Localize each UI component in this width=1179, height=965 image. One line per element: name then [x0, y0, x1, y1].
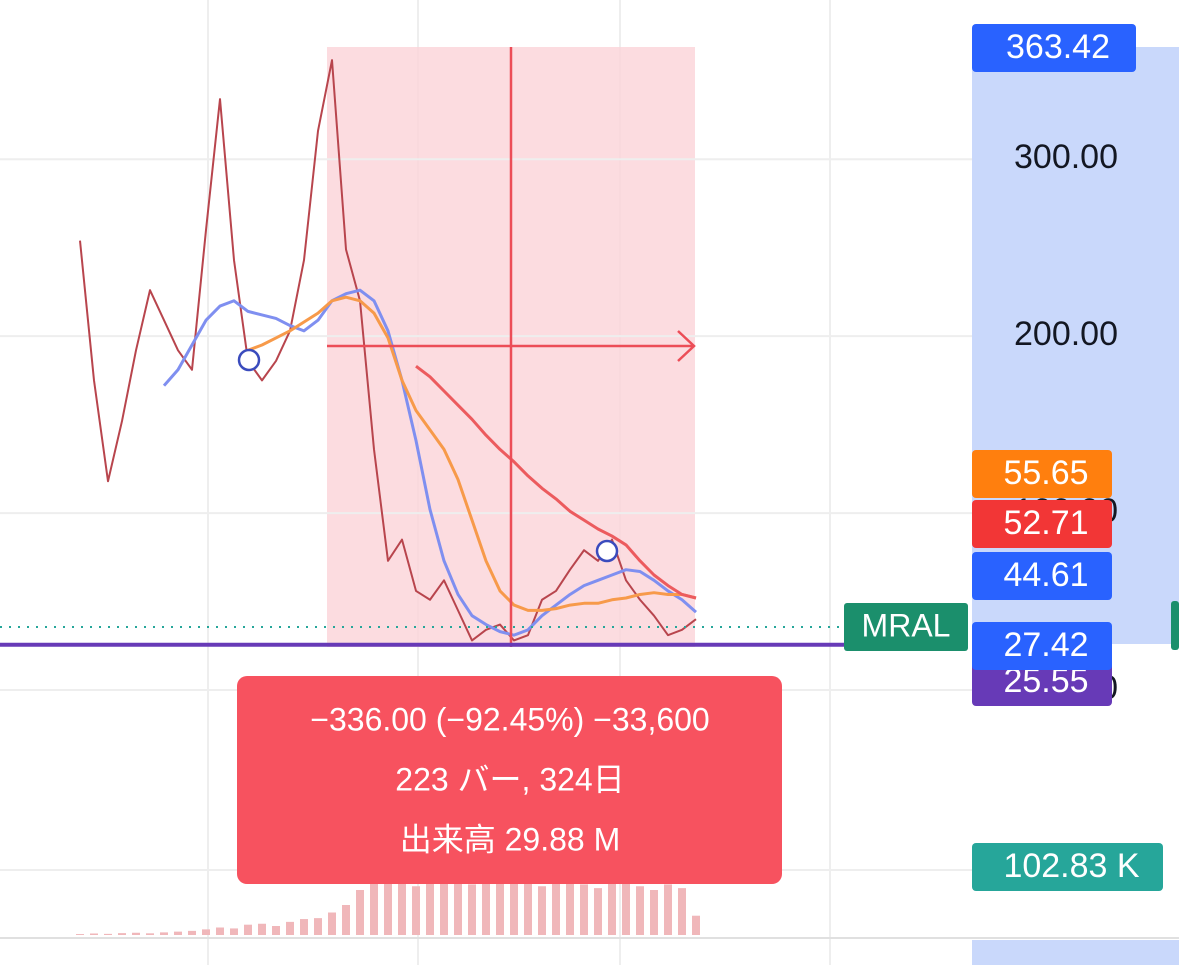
event-marker	[595, 539, 619, 563]
volume-bar	[510, 878, 518, 935]
volume-bar	[230, 928, 238, 935]
event-marker	[237, 348, 261, 372]
price-badge-label: 27.42	[1003, 626, 1088, 664]
volume-bar	[104, 933, 112, 935]
range-highlight	[972, 940, 1179, 965]
volume-bar	[76, 934, 84, 935]
volume-bar	[692, 915, 700, 935]
symbol-tag	[844, 603, 968, 651]
volume-bar	[174, 931, 182, 935]
volume-bar	[636, 886, 644, 935]
volume-bar	[216, 927, 224, 935]
volume-bar	[356, 890, 364, 935]
price-badge-label: 52.71	[1003, 504, 1088, 542]
volume-bar	[384, 882, 392, 935]
volume-bar	[188, 930, 196, 935]
volume-bar	[272, 926, 280, 935]
volume-bar	[300, 919, 308, 935]
price-badge	[972, 500, 1112, 548]
y-tick-label: 200.00	[1014, 315, 1118, 353]
volume-bar	[454, 878, 462, 935]
volume-bar	[566, 878, 574, 935]
measure-tools	[237, 47, 696, 647]
tooltip-bars: 223 バー, 324日	[395, 761, 624, 797]
volume-bar	[398, 876, 406, 935]
volume-bar	[244, 924, 252, 935]
volume-bar	[202, 929, 210, 935]
arrow-head	[677, 330, 696, 362]
volume-bar	[594, 888, 602, 935]
measure-tooltip: −336.00 (−92.45%) −33,600 223 バー, 324日 出…	[237, 676, 782, 884]
volume-bar	[370, 878, 378, 935]
volume-bar	[132, 932, 140, 935]
volume-bar	[524, 882, 532, 935]
y-tick-label: 300.00	[1014, 138, 1118, 176]
price-badge-label: 363.42	[1006, 28, 1110, 66]
series-line	[79, 59, 697, 642]
volume-bar	[608, 882, 616, 935]
price-badge-label: 102.83 K	[1003, 847, 1139, 885]
volume-bar	[286, 921, 294, 935]
price-badge	[972, 622, 1112, 670]
tooltip-volume: 出来高 29.88 M	[400, 821, 621, 857]
volume-bar	[538, 886, 546, 935]
series-line	[415, 365, 697, 600]
price-badge	[972, 450, 1112, 498]
volume-bar	[580, 884, 588, 935]
price-badge	[972, 24, 1136, 72]
tooltip-change: −336.00 (−92.45%) −33,600	[310, 701, 709, 737]
price-badge-label: 55.65	[1003, 454, 1088, 492]
volume-bar	[328, 912, 336, 935]
volume-bar	[412, 886, 420, 935]
price-badge	[972, 843, 1163, 891]
symbol-label: MRAL	[862, 607, 951, 643]
volume-bar	[678, 888, 686, 935]
series-line	[162, 288, 697, 637]
volume-bar	[664, 884, 672, 935]
volume-bar	[314, 918, 322, 935]
volume-bar	[160, 932, 168, 935]
series-line	[247, 295, 697, 612]
volume-bar	[482, 876, 490, 935]
volume-bar	[342, 905, 350, 935]
volume-bar	[146, 933, 154, 935]
volume-bar	[258, 923, 266, 935]
volume-bar	[622, 878, 630, 935]
price-badge	[972, 552, 1112, 600]
volume-bar	[440, 880, 448, 935]
edge-tab	[1171, 601, 1179, 650]
volume-bar	[426, 875, 434, 935]
price-badge-label: 44.61	[1003, 556, 1088, 594]
price-lines	[0, 626, 972, 647]
volume	[76, 873, 700, 935]
volume-bar	[650, 890, 658, 935]
badges: MRAL363.4225.5555.6552.7144.6127.42102.8…	[844, 24, 1179, 891]
volume-bar	[468, 884, 476, 935]
volume-bar	[552, 880, 560, 935]
series	[79, 59, 697, 642]
tooltip-box	[237, 676, 782, 884]
volume-bar	[118, 933, 126, 935]
volume-bar	[90, 933, 98, 935]
volume-bar	[496, 873, 504, 935]
